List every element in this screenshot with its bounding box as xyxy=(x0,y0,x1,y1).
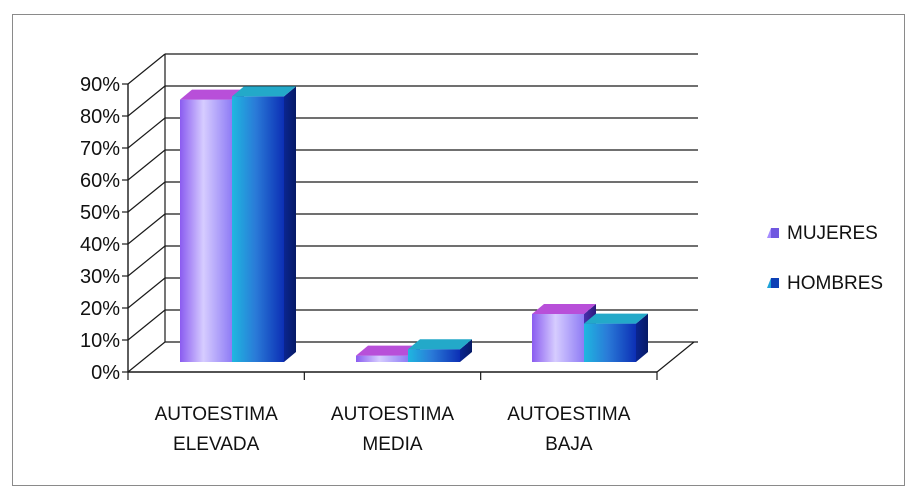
x-category-label: BAJA xyxy=(545,434,593,455)
legend: MUJERES HOMBRES xyxy=(767,223,883,294)
bar-top xyxy=(232,86,296,97)
bar-hombres-2 xyxy=(584,313,648,362)
y-tick-label: 70% xyxy=(80,138,120,160)
legend-swatch-side xyxy=(771,278,779,288)
bar-front xyxy=(584,323,636,362)
x-category-label: AUTOESTIMA xyxy=(507,404,630,425)
y-tick-label: 50% xyxy=(80,202,120,224)
legend-label: MUJERES xyxy=(787,223,878,244)
legend-swatch-side xyxy=(771,228,779,238)
bar-hombres-1 xyxy=(408,339,472,362)
side-wall-line xyxy=(127,53,166,85)
bar-top xyxy=(584,313,648,324)
x-category-label: ELEVADA xyxy=(173,434,260,455)
side-wall-line xyxy=(127,341,166,373)
bar-top xyxy=(532,304,596,314)
bar-front xyxy=(232,96,284,363)
y-tick-label: 80% xyxy=(80,106,120,128)
y-tick-label: 40% xyxy=(80,234,120,256)
y-tick-label: 20% xyxy=(80,298,120,320)
side-wall-line xyxy=(127,181,166,213)
side-wall-line xyxy=(127,117,166,149)
axes xyxy=(122,54,695,380)
bar-front xyxy=(408,349,460,362)
side-wall-line xyxy=(127,245,166,277)
bar-hombres-0 xyxy=(232,86,296,363)
side-wall-line xyxy=(127,213,166,245)
tick-labels: 0% 10% 20% 30% 40% 50% 60% 70% 80% 90% AUTOESTIMA E… xyxy=(80,74,631,455)
bar-side xyxy=(636,313,648,362)
side-wall-line xyxy=(127,277,166,309)
bars xyxy=(180,86,648,363)
y-tick-label: 30% xyxy=(80,266,120,288)
legend-item-hombres: HOMBRES xyxy=(767,273,883,294)
bar-top xyxy=(356,345,420,356)
side-wall-line xyxy=(127,149,166,181)
floor-right-edge xyxy=(656,341,695,373)
y-tick-label: 10% xyxy=(80,330,120,352)
bar-front xyxy=(180,99,232,362)
y-tick-label: 60% xyxy=(80,170,120,192)
legend-item-mujeres: MUJERES xyxy=(767,223,878,244)
legend-label: HOMBRES xyxy=(787,273,883,294)
x-category-label: AUTOESTIMA xyxy=(331,404,454,425)
bar-side xyxy=(460,339,472,362)
bar-top xyxy=(180,89,244,100)
bar-front xyxy=(356,355,408,362)
x-category-label: AUTOESTIMA xyxy=(155,404,278,425)
bar-side xyxy=(284,86,296,363)
side-wall-line xyxy=(127,85,166,117)
x-category-label: MEDIA xyxy=(362,434,423,455)
y-tick-label: 90% xyxy=(80,74,120,96)
side-wall-line xyxy=(127,309,166,341)
y-tick-label: 0% xyxy=(91,362,120,384)
bar-front xyxy=(532,314,584,362)
bar-top xyxy=(408,339,472,350)
